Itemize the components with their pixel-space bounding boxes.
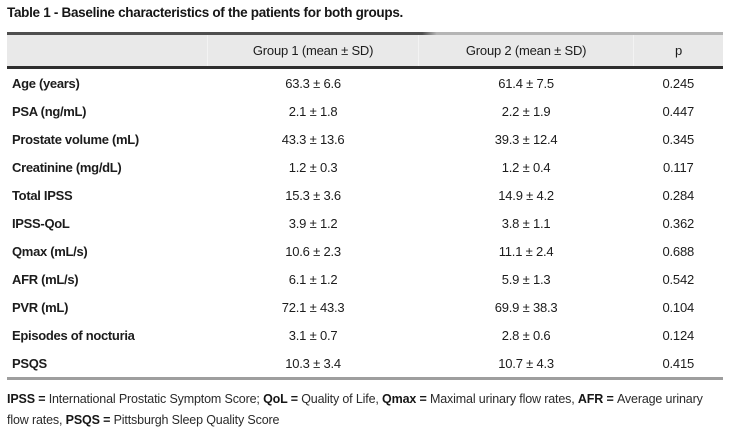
- p-value: 0.345: [662, 131, 695, 147]
- row-label: Prostate volume (mL): [12, 131, 139, 147]
- table-footnote: IPSS = International Prostatic Symptom S…: [7, 389, 723, 431]
- table-row: AFR (mL/s) 6.1 ± 1.2 5.9 ± 1.3 0.542: [7, 265, 723, 293]
- group1-value: 2.1 ± 1.8: [288, 103, 338, 119]
- row-label: Qmax (mL/s): [12, 243, 88, 259]
- table-row: PSA (ng/mL) 2.1 ± 1.8 2.2 ± 1.9 0.447: [7, 97, 723, 125]
- row-label: IPSS-QoL: [12, 215, 70, 231]
- footnote-abbreviation: Qmax =: [382, 392, 430, 406]
- p-value: 0.447: [662, 103, 695, 119]
- footnote-text: Quality of Life,: [301, 392, 383, 406]
- table-title: Table 1 - Baseline characteristics of th…: [7, 5, 403, 20]
- group2-value: 11.1 ± 2.4: [498, 243, 554, 259]
- table-row: PSQS 10.3 ± 3.4 10.7 ± 4.3 0.415: [7, 349, 723, 377]
- p-value: 0.542: [662, 271, 695, 287]
- table-row: Total IPSS 15.3 ± 3.6 14.9 ± 4.2 0.284: [7, 181, 723, 209]
- column-header-empty: [7, 35, 208, 69]
- header-row: Group 1 (mean ± SD) Group 2 (mean ± SD) p: [7, 35, 723, 69]
- footnote-abbreviation: AFR =: [577, 392, 617, 406]
- group2-value: 2.2 ± 1.9: [501, 103, 551, 119]
- row-label: Episodes of nocturia: [12, 327, 135, 343]
- footnote-text: Maximal urinary flow rates,: [429, 392, 578, 406]
- group1-value: 6.1 ± 1.2: [288, 271, 338, 287]
- row-label: PSQS: [12, 355, 47, 371]
- group1-value: 43.3 ± 13.6: [281, 131, 345, 147]
- table-top-border: [7, 32, 723, 35]
- table-row: PVR (mL) 72.1 ± 43.3 69.9 ± 38.3 0.104: [7, 293, 723, 321]
- row-label: Creatinine (mg/dL): [12, 159, 122, 175]
- footnote-text: Pittsburgh Sleep Quality Score: [113, 413, 280, 427]
- group2-value: 3.8 ± 1.1: [501, 215, 551, 231]
- p-value: 0.284: [662, 187, 695, 203]
- group2-value: 2.8 ± 0.6: [501, 327, 551, 343]
- group1-value: 1.2 ± 0.3: [288, 159, 338, 175]
- p-value: 0.104: [662, 299, 695, 315]
- row-label: Age (years): [12, 75, 80, 91]
- group2-value: 5.9 ± 1.3: [501, 271, 551, 287]
- group1-value: 3.9 ± 1.2: [288, 215, 338, 231]
- group2-value: 10.7 ± 4.3: [498, 355, 554, 371]
- group2-value: 69.9 ± 38.3: [494, 299, 558, 315]
- row-label: Total IPSS: [12, 187, 73, 203]
- group1-value: 10.3 ± 3.4: [285, 355, 341, 371]
- group1-value: 10.6 ± 2.3: [285, 243, 341, 259]
- table-row: Episodes of nocturia 3.1 ± 0.7 2.8 ± 0.6 0.…: [7, 321, 723, 349]
- group1-value: 63.3 ± 6.6: [285, 75, 341, 91]
- baseline-table: Group 1 (mean ± SD) Group 2 (mean ± SD) p …: [7, 35, 723, 377]
- table-row: IPSS-QoL 3.9 ± 1.2 3.8 ± 1.1 0.362: [7, 209, 723, 237]
- footnote-abbreviation: PSQS =: [65, 413, 114, 427]
- group1-value: 72.1 ± 43.3: [281, 299, 345, 315]
- table-row: Creatinine (mg/dL) 1.2 ± 0.3 1.2 ± 0.4 0.11…: [7, 153, 723, 181]
- column-header-p: p: [632, 35, 723, 69]
- footnote-abbreviation: IPSS =: [7, 392, 49, 406]
- footnote-text: International Prostatic Symptom Score;: [48, 392, 264, 406]
- row-label: PSA (ng/mL): [12, 103, 87, 119]
- footnote-text: Average urinary flow rates,: [7, 392, 703, 427]
- table-row: Prostate volume (mL) 43.3 ± 13.6 39.3 ± 12…: [7, 125, 723, 153]
- group2-value: 39.3 ± 12.4: [494, 131, 558, 147]
- p-value: 0.688: [662, 243, 695, 259]
- footnote-abbreviation: QoL =: [263, 392, 302, 406]
- baseline-table-wrap: Group 1 (mean ± SD) Group 2 (mean ± SD) p …: [7, 32, 723, 380]
- group2-value: 14.9 ± 4.2: [498, 187, 554, 203]
- p-value: 0.362: [662, 215, 695, 231]
- group1-value: 15.3 ± 3.6: [285, 187, 341, 203]
- column-header-group1: Group 1 (mean ± SD): [206, 35, 419, 69]
- p-value: 0.245: [662, 75, 695, 91]
- table-bottom-border: [7, 377, 723, 380]
- p-value: 0.415: [662, 355, 695, 371]
- group2-value: 1.2 ± 0.4: [501, 159, 551, 175]
- p-value: 0.117: [662, 159, 694, 175]
- group2-value: 61.4 ± 7.5: [498, 75, 554, 91]
- p-value: 0.124: [662, 327, 695, 343]
- column-header-group2: Group 2 (mean ± SD): [418, 35, 634, 69]
- row-label: PVR (mL): [12, 299, 69, 315]
- row-label: AFR (mL/s): [12, 271, 79, 287]
- table-row: Qmax (mL/s) 10.6 ± 2.3 11.1 ± 2.4 0.688: [7, 237, 723, 265]
- table-row: Age (years) 63.3 ± 6.6 61.4 ± 7.5 0.245: [7, 68, 723, 98]
- group1-value: 3.1 ± 0.7: [288, 327, 338, 343]
